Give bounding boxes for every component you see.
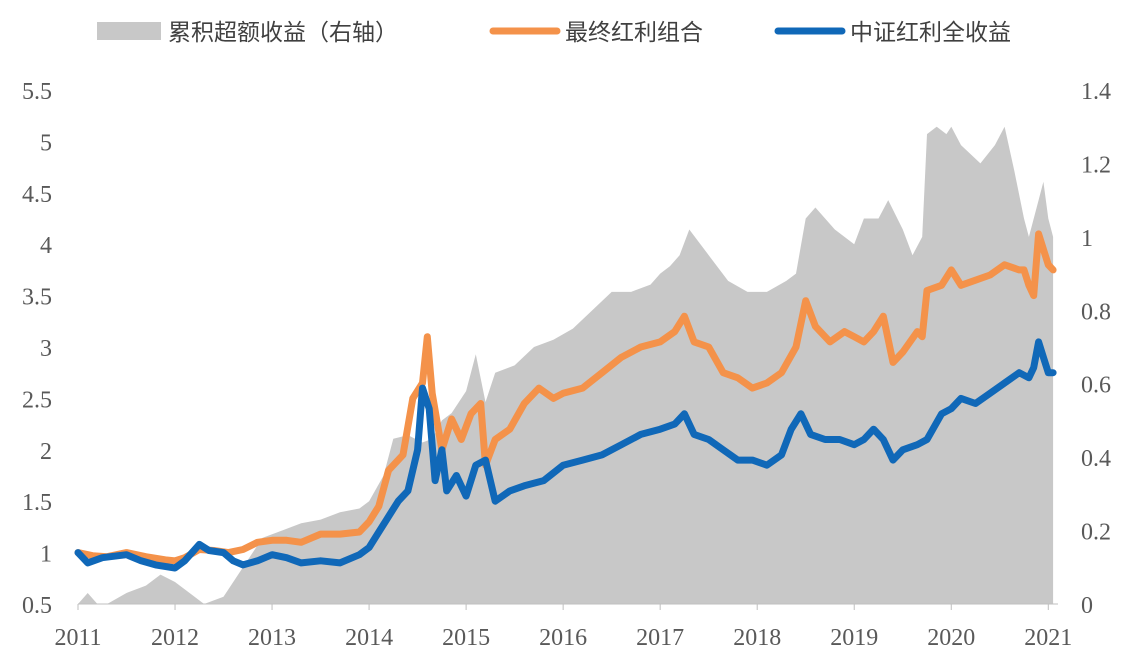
- y-left-tick-label: 1.5: [22, 490, 52, 516]
- excess-return-area-layer: [78, 126, 1054, 604]
- y-right-tick-label: 0: [1081, 593, 1093, 619]
- x-tick-label: 2013: [248, 625, 296, 651]
- legend-label-index: 中证红利全收益: [850, 20, 1011, 46]
- y-right-tick-label: 0.6: [1081, 373, 1111, 399]
- x-tick-label: 2012: [151, 625, 199, 651]
- series-line-index: [74, 338, 1057, 572]
- x-axis-ticks: 2011 2012 2013 2014 2015 2016 2017 2018 2019 2020…: [54, 604, 1072, 651]
- y-right-tick-label: 1.4: [1081, 79, 1111, 105]
- y-left-tick-label: 5: [40, 130, 52, 156]
- y-left-tick-label: 3: [40, 336, 52, 362]
- y-left-tick-label: 2: [40, 439, 52, 465]
- series-lines-layer: [74, 230, 1057, 572]
- y-left-tick-label: 2.5: [22, 387, 52, 413]
- y-left-tick-label: 4: [40, 233, 52, 259]
- y-left-tick-label: 5.5: [22, 79, 52, 105]
- x-tick-label: 2019: [830, 625, 878, 651]
- series-area-excess: [78, 126, 1054, 604]
- legend: 累积超额收益（右轴） 最终红利组合 中证红利全收益: [97, 20, 1011, 46]
- y-left-tick-label: 0.5: [22, 593, 52, 619]
- y-right-tick-label: 0.4: [1081, 446, 1111, 472]
- x-tick-label: 2011: [54, 625, 101, 651]
- x-tick-label: 2020: [927, 625, 975, 651]
- x-tick-label: 2018: [733, 625, 781, 651]
- y-left-tick-label: 4.5: [22, 182, 52, 208]
- x-tick-label: 2014: [345, 625, 393, 651]
- y-left-tick-label: 1: [40, 542, 52, 568]
- y-axis-right-ticks: 0 0.2 0.4 0.6 0.8 1 1.2 1.4: [1081, 79, 1111, 619]
- legend-label-excess: 累积超额收益（右轴）: [168, 20, 398, 46]
- x-tick-label: 2017: [636, 625, 684, 651]
- legend-label-portfolio: 最终红利组合: [565, 20, 703, 46]
- y-axis-left-ticks: 0.5 1 1.5 2 2.5 3 3.5 4 4.5 5 5.5: [22, 79, 52, 619]
- y-right-tick-label: 1: [1081, 226, 1093, 252]
- y-right-tick-label: 0.2: [1081, 520, 1111, 546]
- x-tick-label: 2021: [1024, 625, 1072, 651]
- legend-swatch-excess: [97, 22, 161, 40]
- x-tick-label: 2016: [539, 625, 587, 651]
- y-right-tick-label: 1.2: [1081, 152, 1111, 178]
- x-tick-label: 2015: [442, 625, 490, 651]
- y-right-tick-label: 0.8: [1081, 299, 1111, 325]
- y-left-tick-label: 3.5: [22, 285, 52, 311]
- series-line-portfolio: [74, 230, 1057, 565]
